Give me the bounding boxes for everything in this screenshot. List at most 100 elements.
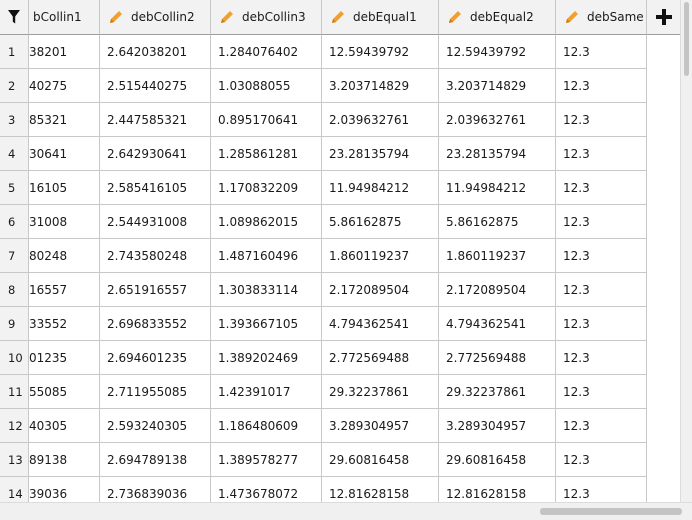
table-cell[interactable]: 2.743580248 xyxy=(100,239,211,273)
column-header-debcollin3[interactable]: debCollin3 xyxy=(211,0,322,35)
table-cell[interactable]: 2.447585321 xyxy=(100,103,211,137)
table-cell[interactable]: 3.289304957 xyxy=(322,409,439,443)
table-cell[interactable]: 2.172089504 xyxy=(322,273,439,307)
table-cell[interactable]: 2.544931008 xyxy=(100,205,211,239)
table-cell[interactable]: 40305 xyxy=(29,409,100,443)
table-cell[interactable]: 80248 xyxy=(29,239,100,273)
table-cell[interactable]: 16105 xyxy=(29,171,100,205)
table-cell[interactable]: 16557 xyxy=(29,273,100,307)
table-cell[interactable]: 2.696833552 xyxy=(100,307,211,341)
row-number[interactable]: 7 xyxy=(0,239,29,273)
table-cell[interactable]: 12.3 xyxy=(556,341,647,375)
table-row[interactable]: 9 33552 2.696833552 1.393667105 4.794362541 4… xyxy=(0,307,647,341)
table-row[interactable]: 12 40305 2.593240305 1.186480609 3.289304957… xyxy=(0,409,647,443)
table-cell[interactable]: 31008 xyxy=(29,205,100,239)
column-header-bcollin1[interactable]: bCollin1 xyxy=(29,0,100,35)
table-row[interactable]: 14 39036 2.736839036 1.473678072 12.81628158… xyxy=(0,477,647,502)
add-column-button[interactable] xyxy=(647,0,680,35)
row-number[interactable]: 5 xyxy=(0,171,29,205)
row-number[interactable]: 8 xyxy=(0,273,29,307)
table-cell[interactable]: 12.3 xyxy=(556,409,647,443)
table-cell[interactable]: 2.642038201 xyxy=(100,35,211,69)
horizontal-scrollbar[interactable] xyxy=(0,502,692,520)
row-number[interactable]: 12 xyxy=(0,409,29,443)
table-cell[interactable]: 0.895170641 xyxy=(211,103,322,137)
table-cell[interactable]: 1.860119237 xyxy=(439,239,556,273)
table-cell[interactable]: 1.170832209 xyxy=(211,171,322,205)
table-cell[interactable]: 2.039632761 xyxy=(322,103,439,137)
table-cell[interactable]: 4.794362541 xyxy=(439,307,556,341)
table-cell[interactable]: 12.3 xyxy=(556,171,647,205)
table-cell[interactable]: 11.94984212 xyxy=(322,171,439,205)
column-header-debsame[interactable]: debSame xyxy=(556,0,647,35)
table-cell[interactable]: 12.3 xyxy=(556,307,647,341)
table-row[interactable]: 6 31008 2.544931008 1.089862015 5.86162875 5.… xyxy=(0,205,647,239)
table-cell[interactable]: 1.03088055 xyxy=(211,69,322,103)
table-cell[interactable]: 1.473678072 xyxy=(211,477,322,502)
table-cell[interactable]: 55085 xyxy=(29,375,100,409)
table-cell[interactable]: 3.203714829 xyxy=(322,69,439,103)
row-number[interactable]: 14 xyxy=(0,477,29,502)
vertical-scrollbar[interactable] xyxy=(680,0,692,502)
table-cell[interactable]: 2.515440275 xyxy=(100,69,211,103)
table-cell[interactable]: 12.3 xyxy=(556,477,647,502)
table-cell[interactable]: 2.694601235 xyxy=(100,341,211,375)
table-cell[interactable]: 38201 xyxy=(29,35,100,69)
table-cell[interactable]: 1.089862015 xyxy=(211,205,322,239)
table-cell[interactable]: 2.585416105 xyxy=(100,171,211,205)
row-number[interactable]: 6 xyxy=(0,205,29,239)
table-cell[interactable]: 01235 xyxy=(29,341,100,375)
table-cell[interactable]: 89138 xyxy=(29,443,100,477)
table-cell[interactable]: 1.284076402 xyxy=(211,35,322,69)
table-cell[interactable]: 2.736839036 xyxy=(100,477,211,502)
table-cell[interactable]: 12.3 xyxy=(556,35,647,69)
table-cell[interactable]: 1.393667105 xyxy=(211,307,322,341)
table-cell[interactable]: 29.32237861 xyxy=(439,375,556,409)
table-cell[interactable]: 2.039632761 xyxy=(439,103,556,137)
column-header-debequal2[interactable]: debEqual2 xyxy=(439,0,556,35)
horizontal-scroll-thumb[interactable] xyxy=(540,508,682,515)
table-cell[interactable]: 1.389202469 xyxy=(211,341,322,375)
table-cell[interactable]: 23.28135794 xyxy=(439,137,556,171)
table-cell[interactable]: 39036 xyxy=(29,477,100,502)
table-cell[interactable]: 33552 xyxy=(29,307,100,341)
table-cell[interactable]: 2.593240305 xyxy=(100,409,211,443)
table-cell[interactable]: 12.3 xyxy=(556,375,647,409)
row-number[interactable]: 1 xyxy=(0,35,29,69)
table-cell[interactable]: 1.487160496 xyxy=(211,239,322,273)
table-cell[interactable]: 12.3 xyxy=(556,137,647,171)
table-cell[interactable]: 29.60816458 xyxy=(439,443,556,477)
table-cell[interactable]: 23.28135794 xyxy=(322,137,439,171)
table-cell[interactable]: 2.172089504 xyxy=(439,273,556,307)
table-cell[interactable]: 12.3 xyxy=(556,205,647,239)
table-cell[interactable]: 12.3 xyxy=(556,273,647,307)
table-cell[interactable]: 29.60816458 xyxy=(322,443,439,477)
table-cell[interactable]: 85321 xyxy=(29,103,100,137)
table-cell[interactable]: 12.59439792 xyxy=(322,35,439,69)
table-cell[interactable]: 11.94984212 xyxy=(439,171,556,205)
table-cell[interactable]: 2.772569488 xyxy=(439,341,556,375)
table-cell[interactable]: 12.3 xyxy=(556,69,647,103)
table-row[interactable]: 7 80248 2.743580248 1.487160496 1.860119237 1… xyxy=(0,239,647,273)
table-cell[interactable]: 5.86162875 xyxy=(439,205,556,239)
row-number[interactable]: 10 xyxy=(0,341,29,375)
row-number[interactable]: 2 xyxy=(0,69,29,103)
filter-button[interactable] xyxy=(0,0,29,35)
table-cell[interactable]: 12.3 xyxy=(556,103,647,137)
table-row[interactable]: 13 89138 2.694789138 1.389578277 29.60816458… xyxy=(0,443,647,477)
table-cell[interactable]: 1.42391017 xyxy=(211,375,322,409)
column-header-debcollin2[interactable]: debCollin2 xyxy=(100,0,211,35)
table-cell[interactable]: 30641 xyxy=(29,137,100,171)
table-cell[interactable]: 3.203714829 xyxy=(439,69,556,103)
table-cell[interactable]: 12.3 xyxy=(556,239,647,273)
row-number[interactable]: 9 xyxy=(0,307,29,341)
vertical-scroll-thumb[interactable] xyxy=(684,2,689,76)
table-cell[interactable]: 12.59439792 xyxy=(439,35,556,69)
table-cell[interactable]: 2.694789138 xyxy=(100,443,211,477)
table-cell[interactable]: 1.186480609 xyxy=(211,409,322,443)
table-cell[interactable]: 12.81628158 xyxy=(322,477,439,502)
row-number[interactable]: 3 xyxy=(0,103,29,137)
row-number[interactable]: 4 xyxy=(0,137,29,171)
table-cell[interactable]: 2.711955085 xyxy=(100,375,211,409)
table-row[interactable]: 4 30641 2.642930641 1.285861281 23.28135794 2… xyxy=(0,137,647,171)
